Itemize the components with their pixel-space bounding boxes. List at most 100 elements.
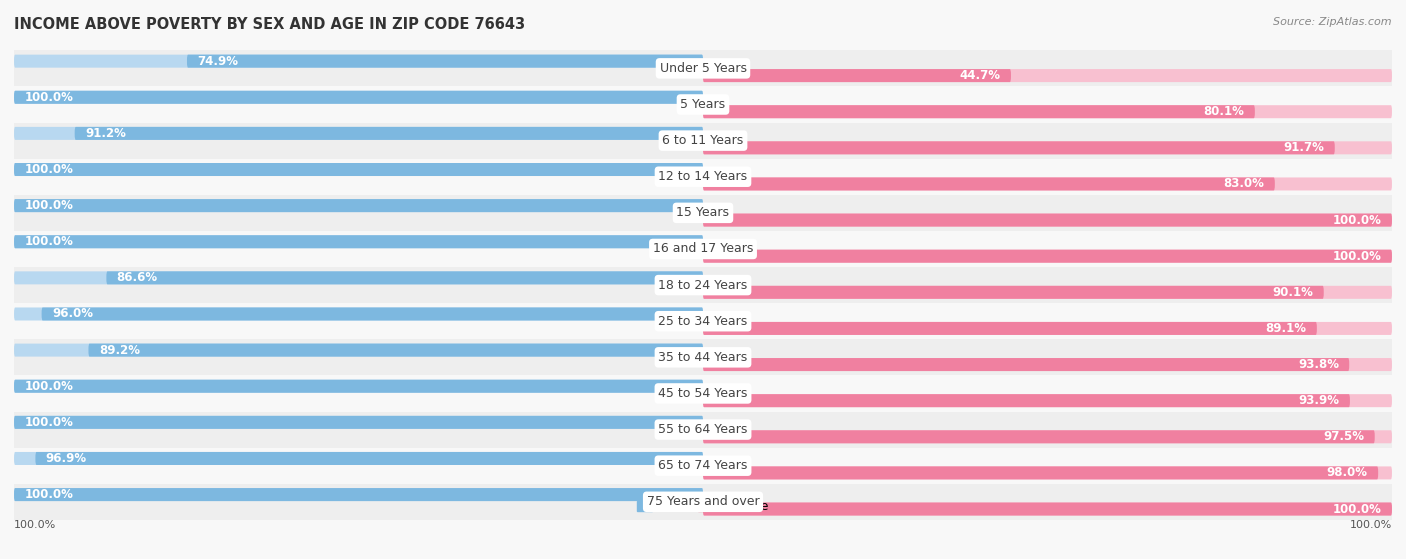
Text: 65 to 74 Years: 65 to 74 Years [658,459,748,472]
FancyBboxPatch shape [703,503,1392,515]
Text: 44.7%: 44.7% [960,69,1001,82]
Bar [14,195,1392,231]
Bar [14,448,1392,484]
FancyBboxPatch shape [14,199,703,212]
FancyBboxPatch shape [107,271,703,285]
Bar [14,376,1392,411]
FancyBboxPatch shape [703,358,1350,371]
FancyBboxPatch shape [703,105,1254,118]
FancyBboxPatch shape [14,127,703,140]
Bar [14,303,1392,339]
FancyBboxPatch shape [89,344,703,357]
Bar [14,122,1392,159]
FancyBboxPatch shape [14,416,703,429]
Text: 91.7%: 91.7% [1284,141,1324,154]
FancyBboxPatch shape [14,199,703,212]
Text: 100.0%: 100.0% [24,416,73,429]
FancyBboxPatch shape [703,322,1317,335]
Text: 90.1%: 90.1% [1272,286,1313,299]
FancyBboxPatch shape [703,286,1392,299]
Text: 86.6%: 86.6% [117,271,157,285]
Text: 100.0%: 100.0% [1350,520,1392,530]
Text: 55 to 64 Years: 55 to 64 Years [658,423,748,436]
FancyBboxPatch shape [703,177,1392,191]
FancyBboxPatch shape [14,380,703,393]
Text: 100.0%: 100.0% [1333,214,1382,226]
Text: Under 5 Years: Under 5 Years [659,62,747,75]
FancyBboxPatch shape [14,91,703,104]
Text: 93.9%: 93.9% [1299,394,1340,407]
Text: 100.0%: 100.0% [24,199,73,212]
Text: 74.9%: 74.9% [197,55,239,68]
FancyBboxPatch shape [703,503,1392,515]
Bar [14,267,1392,303]
Text: 25 to 34 Years: 25 to 34 Years [658,315,748,328]
FancyBboxPatch shape [703,394,1392,407]
Bar [14,484,1392,520]
Text: 100.0%: 100.0% [24,235,73,248]
Text: 83.0%: 83.0% [1223,177,1264,191]
Text: 100.0%: 100.0% [24,380,73,393]
Text: Source: ZipAtlas.com: Source: ZipAtlas.com [1274,17,1392,27]
Text: 100.0%: 100.0% [1333,503,1382,515]
Bar [14,87,1392,122]
Text: 98.0%: 98.0% [1327,466,1368,480]
Text: 6 to 11 Years: 6 to 11 Years [662,134,744,147]
FancyBboxPatch shape [14,452,703,465]
FancyBboxPatch shape [703,394,1350,407]
Text: 75 Years and over: 75 Years and over [647,495,759,508]
FancyBboxPatch shape [14,344,703,357]
FancyBboxPatch shape [42,307,703,320]
FancyBboxPatch shape [14,488,703,501]
Text: 91.2%: 91.2% [84,127,127,140]
FancyBboxPatch shape [703,69,1011,82]
Text: 18 to 24 Years: 18 to 24 Years [658,278,748,292]
Bar [14,231,1392,267]
Text: 100.0%: 100.0% [14,520,56,530]
FancyBboxPatch shape [14,416,703,429]
FancyBboxPatch shape [14,163,703,176]
Text: 89.2%: 89.2% [98,344,139,357]
FancyBboxPatch shape [703,214,1392,226]
FancyBboxPatch shape [703,466,1392,480]
Text: 96.9%: 96.9% [46,452,87,465]
Bar [14,159,1392,195]
Legend: Male, Female: Male, Female [633,495,773,518]
FancyBboxPatch shape [14,163,703,176]
Text: 100.0%: 100.0% [24,91,73,104]
Text: 100.0%: 100.0% [24,163,73,176]
Text: 12 to 14 Years: 12 to 14 Years [658,170,748,183]
Text: 89.1%: 89.1% [1265,322,1306,335]
FancyBboxPatch shape [14,271,703,285]
FancyBboxPatch shape [703,69,1392,82]
Bar [14,339,1392,376]
Text: 45 to 54 Years: 45 to 54 Years [658,387,748,400]
FancyBboxPatch shape [14,488,703,501]
Bar [14,411,1392,448]
FancyBboxPatch shape [703,141,1392,154]
FancyBboxPatch shape [703,141,1334,154]
Text: 15 Years: 15 Years [676,206,730,219]
Bar [14,50,1392,87]
FancyBboxPatch shape [703,214,1392,226]
FancyBboxPatch shape [14,307,703,320]
FancyBboxPatch shape [703,322,1392,335]
FancyBboxPatch shape [703,466,1378,480]
Text: 97.5%: 97.5% [1323,430,1364,443]
Text: 5 Years: 5 Years [681,98,725,111]
FancyBboxPatch shape [35,452,703,465]
Text: 100.0%: 100.0% [24,488,73,501]
Text: 93.8%: 93.8% [1298,358,1339,371]
Text: 16 and 17 Years: 16 and 17 Years [652,243,754,255]
FancyBboxPatch shape [703,177,1275,191]
FancyBboxPatch shape [75,127,703,140]
FancyBboxPatch shape [14,55,703,68]
FancyBboxPatch shape [703,430,1375,443]
FancyBboxPatch shape [14,380,703,393]
FancyBboxPatch shape [703,105,1392,118]
FancyBboxPatch shape [703,286,1323,299]
Text: 80.1%: 80.1% [1204,105,1244,118]
FancyBboxPatch shape [14,91,703,104]
FancyBboxPatch shape [14,235,703,248]
FancyBboxPatch shape [14,235,703,248]
